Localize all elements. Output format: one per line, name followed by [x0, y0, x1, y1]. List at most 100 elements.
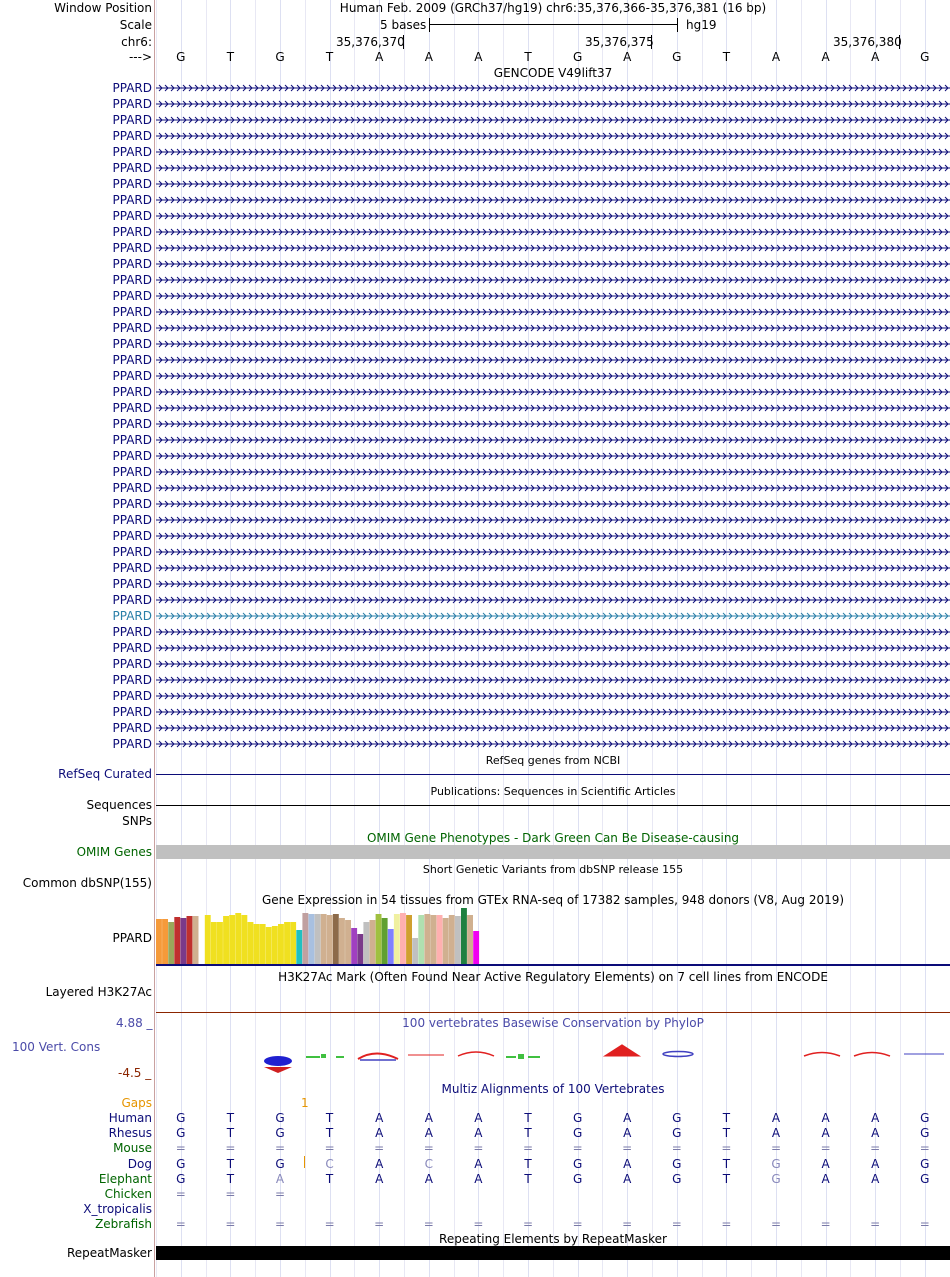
gencode-transcript-line[interactable] [156, 419, 950, 429]
species-label[interactable]: X_tropicalis [83, 1202, 152, 1217]
gencode-transcript-line[interactable] [156, 307, 950, 317]
gencode-transcript-label[interactable]: PPARD [112, 737, 153, 751]
gtex-label[interactable]: PPARD [112, 931, 153, 945]
gencode-transcript-label[interactable]: PPARD [112, 577, 153, 591]
gencode-transcript-label[interactable]: PPARD [112, 113, 153, 127]
gencode-transcript-line[interactable] [156, 323, 950, 333]
species-label[interactable]: Human [108, 1111, 152, 1125]
gencode-transcript-label[interactable]: PPARD [112, 449, 153, 463]
gencode-transcript-label[interactable]: PPARD [112, 97, 153, 111]
species-label[interactable]: Zebrafish [95, 1217, 152, 1232]
gencode-transcript-line[interactable] [156, 147, 950, 157]
omim-bar[interactable] [156, 845, 950, 859]
gencode-transcript-label[interactable]: PPARD [112, 417, 153, 431]
refseq-label[interactable]: RefSeq Curated [58, 767, 152, 781]
gencode-transcript-line[interactable] [156, 275, 950, 285]
h3k27ac-label[interactable]: Layered H3K27Ac [45, 985, 152, 999]
gencode-transcript-label[interactable]: PPARD [112, 673, 153, 687]
gencode-transcript-label[interactable]: PPARD [112, 657, 153, 671]
gencode-transcript-label[interactable]: PPARD [112, 497, 153, 511]
gencode-transcript-line[interactable] [156, 163, 950, 173]
gencode-transcript-line[interactable] [156, 211, 950, 221]
dbsnp-label[interactable]: Common dbSNP(155) [22, 876, 152, 890]
gencode-transcript-line[interactable] [156, 723, 950, 733]
gaps-label[interactable]: Gaps [121, 1096, 152, 1110]
gencode-transcript-line[interactable] [156, 291, 950, 301]
gencode-transcript-label[interactable]: PPARD [112, 481, 153, 495]
gencode-transcript-line[interactable] [156, 195, 950, 205]
gencode-transcript-line[interactable] [156, 691, 950, 701]
publications-label[interactable]: Sequences [86, 798, 152, 812]
gencode-transcript-label[interactable]: PPARD [112, 337, 153, 351]
species-label[interactable]: Elephant [98, 1171, 152, 1186]
gencode-transcript-line[interactable] [156, 227, 950, 237]
species-label[interactable]: Dog [127, 1156, 152, 1171]
gencode-transcript-line[interactable] [156, 707, 950, 717]
gencode-transcript-line[interactable] [156, 179, 950, 189]
gencode-transcript-label[interactable]: PPARD [112, 321, 153, 335]
snps-label[interactable]: SNPs [122, 814, 152, 828]
gencode-transcript-line[interactable] [156, 243, 950, 253]
gencode-transcript-label[interactable]: PPARD [112, 209, 153, 223]
gencode-transcript-label[interactable]: PPARD [112, 161, 153, 175]
gencode-transcript-label[interactable]: PPARD [112, 273, 153, 287]
gencode-transcript-line[interactable] [156, 435, 950, 445]
gencode-transcript-line[interactable] [156, 115, 950, 125]
gencode-transcript-line[interactable] [156, 547, 950, 557]
gencode-transcript-label[interactable]: PPARD [112, 177, 153, 191]
gencode-transcript-label[interactable]: PPARD [112, 545, 153, 559]
phylop-logo[interactable] [156, 1040, 950, 1078]
gencode-transcript-label[interactable]: PPARD [112, 593, 153, 607]
gencode-transcript-line[interactable] [156, 467, 950, 477]
gencode-transcript-label[interactable]: PPARD [112, 129, 153, 143]
gencode-transcript-label[interactable]: PPARD [112, 193, 153, 207]
gencode-transcript-label[interactable]: PPARD [112, 81, 153, 95]
gencode-transcript-line[interactable] [156, 579, 950, 589]
repeatmasker-label[interactable]: RepeatMasker [66, 1246, 152, 1260]
repeatmasker-bar[interactable] [156, 1246, 950, 1260]
gencode-transcript-label[interactable]: PPARD [112, 433, 153, 447]
gencode-transcript-line[interactable] [156, 99, 950, 109]
gencode-transcript-label[interactable]: PPARD [112, 625, 153, 639]
gencode-transcript-label[interactable]: PPARD [112, 241, 153, 255]
omim-label[interactable]: OMIM Genes [76, 845, 152, 859]
gencode-transcript-line[interactable] [156, 643, 950, 653]
gencode-transcript-label[interactable]: PPARD [112, 145, 153, 159]
gencode-transcript-label[interactable]: PPARD [112, 529, 153, 543]
gencode-transcript-label[interactable]: PPARD [112, 689, 153, 703]
gencode-transcript-line[interactable] [156, 131, 950, 141]
gencode-transcript-line[interactable] [156, 259, 950, 269]
publications-line[interactable] [156, 805, 950, 806]
gencode-transcript-label[interactable]: PPARD [112, 705, 153, 719]
species-label[interactable]: Chicken [104, 1187, 152, 1201]
gencode-transcript-label[interactable]: PPARD [112, 513, 153, 527]
gencode-transcript-line[interactable] [156, 739, 950, 749]
gencode-transcript-label[interactable]: PPARD [112, 641, 153, 655]
species-label[interactable]: Mouse [113, 1141, 152, 1156]
gtex-bar-chart[interactable] [156, 906, 950, 968]
gencode-transcript-line[interactable] [156, 563, 950, 573]
gencode-transcript-label[interactable]: PPARD [112, 465, 153, 479]
gencode-transcript-label[interactable]: PPARD [112, 561, 153, 575]
gencode-transcript-label[interactable]: PPARD [112, 289, 153, 303]
gencode-transcript-line[interactable] [156, 339, 950, 349]
gencode-transcript-line[interactable] [156, 499, 950, 509]
gencode-transcript-line[interactable] [156, 403, 950, 413]
gencode-transcript-line[interactable] [156, 659, 950, 669]
gencode-transcript-label[interactable]: PPARD [112, 401, 153, 415]
refseq-gene-line[interactable] [156, 774, 950, 775]
gencode-transcript-line[interactable] [156, 627, 950, 637]
gencode-transcript-line[interactable] [156, 83, 950, 93]
gencode-transcript-line[interactable] [156, 355, 950, 365]
gencode-transcript-line[interactable] [156, 531, 950, 541]
gencode-transcript-label[interactable]: PPARD [112, 225, 153, 239]
gencode-transcript-line[interactable] [156, 675, 950, 685]
species-label[interactable]: Rhesus [108, 1126, 152, 1141]
gencode-transcript-line[interactable] [156, 483, 950, 493]
gencode-transcript-label[interactable]: PPARD [112, 609, 153, 623]
phylop-label[interactable]: 100 Vert. Cons [12, 1040, 101, 1054]
gencode-transcript-label[interactable]: PPARD [112, 721, 153, 735]
gencode-transcript-label[interactable]: PPARD [112, 257, 153, 271]
gencode-transcript-label[interactable]: PPARD [112, 305, 153, 319]
gencode-transcript-label[interactable]: PPARD [112, 385, 153, 399]
